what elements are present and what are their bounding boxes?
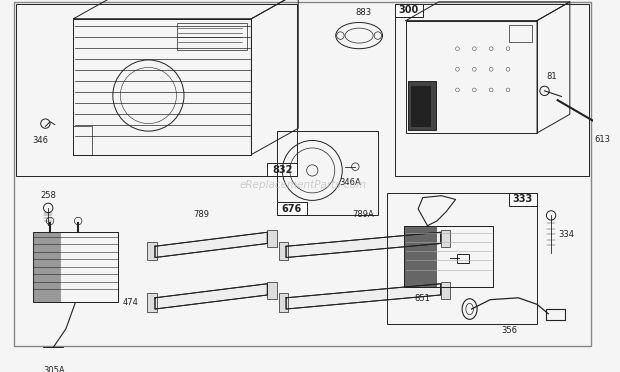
Polygon shape xyxy=(155,232,267,257)
Polygon shape xyxy=(286,232,441,257)
Text: 613: 613 xyxy=(595,135,611,144)
Bar xyxy=(509,25,533,42)
Bar xyxy=(408,81,436,130)
Bar xyxy=(406,20,537,133)
Bar xyxy=(441,282,450,299)
Text: 832: 832 xyxy=(272,164,293,174)
Bar xyxy=(509,193,537,206)
Bar xyxy=(277,131,378,215)
Bar xyxy=(410,86,432,127)
Text: 789: 789 xyxy=(194,210,210,219)
Polygon shape xyxy=(286,284,441,309)
Text: eReplacementParts.com: eReplacementParts.com xyxy=(239,180,366,190)
Bar xyxy=(404,226,437,286)
Text: 346: 346 xyxy=(33,136,49,145)
Polygon shape xyxy=(155,284,267,309)
Bar xyxy=(458,254,469,263)
Text: 789A: 789A xyxy=(352,210,374,219)
Text: 258: 258 xyxy=(40,192,56,201)
Bar xyxy=(395,4,423,17)
Bar xyxy=(33,232,61,302)
Text: 300: 300 xyxy=(399,5,419,15)
Bar xyxy=(404,226,493,286)
Text: 883: 883 xyxy=(356,8,372,17)
Bar xyxy=(267,230,277,247)
Bar xyxy=(388,193,537,324)
Bar xyxy=(267,282,277,299)
Text: 851: 851 xyxy=(415,294,431,303)
Bar xyxy=(404,226,493,286)
Bar xyxy=(43,347,63,359)
Text: 346A: 346A xyxy=(339,178,361,187)
Text: 356: 356 xyxy=(501,326,517,335)
Text: 305A: 305A xyxy=(43,366,64,372)
Bar xyxy=(33,232,118,302)
Text: 474: 474 xyxy=(122,298,138,307)
Text: 334: 334 xyxy=(559,230,575,238)
Bar xyxy=(546,309,565,320)
Bar xyxy=(278,293,288,312)
Text: 676: 676 xyxy=(281,204,302,214)
Bar xyxy=(148,241,157,260)
Bar xyxy=(277,202,307,215)
Text: 81: 81 xyxy=(547,73,557,81)
Bar xyxy=(278,241,288,260)
Bar xyxy=(267,163,298,176)
Text: 333: 333 xyxy=(513,195,533,205)
Bar xyxy=(74,19,252,154)
Bar xyxy=(395,4,590,176)
Bar xyxy=(148,293,157,312)
Bar xyxy=(441,230,450,247)
Bar xyxy=(177,23,247,49)
Bar xyxy=(33,232,118,302)
Bar xyxy=(16,4,298,176)
